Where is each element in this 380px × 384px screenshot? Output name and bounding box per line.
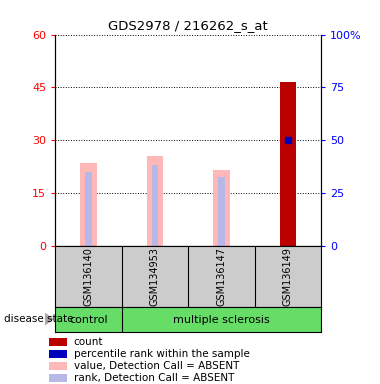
Text: GSM136140: GSM136140	[83, 247, 93, 306]
Title: GDS2978 / 216262_s_at: GDS2978 / 216262_s_at	[108, 19, 268, 32]
Bar	[280, 82, 296, 246]
Bar	[218, 177, 225, 246]
Bar	[55, 307, 122, 332]
Text: multiple sclerosis: multiple sclerosis	[173, 314, 270, 325]
Bar	[152, 165, 158, 246]
Bar	[122, 246, 188, 307]
Bar	[80, 163, 97, 246]
Text: GSM136147: GSM136147	[216, 247, 226, 306]
Polygon shape	[45, 313, 54, 326]
Text: count: count	[74, 337, 103, 347]
Bar	[55, 246, 122, 307]
Text: disease state: disease state	[4, 314, 73, 324]
Bar	[213, 170, 230, 246]
Text: value, Detection Call = ABSENT: value, Detection Call = ABSENT	[74, 361, 239, 371]
Bar	[188, 246, 255, 307]
Bar	[49, 338, 67, 346]
Bar	[49, 350, 67, 358]
Text: rank, Detection Call = ABSENT: rank, Detection Call = ABSENT	[74, 373, 234, 383]
Text: GSM134953: GSM134953	[150, 247, 160, 306]
Bar	[85, 172, 92, 246]
Text: control: control	[69, 314, 108, 325]
Text: percentile rank within the sample: percentile rank within the sample	[74, 349, 250, 359]
Bar	[49, 374, 67, 382]
Bar	[147, 156, 163, 246]
Text: GSM136149: GSM136149	[283, 247, 293, 306]
Bar	[49, 362, 67, 370]
Bar	[255, 246, 321, 307]
